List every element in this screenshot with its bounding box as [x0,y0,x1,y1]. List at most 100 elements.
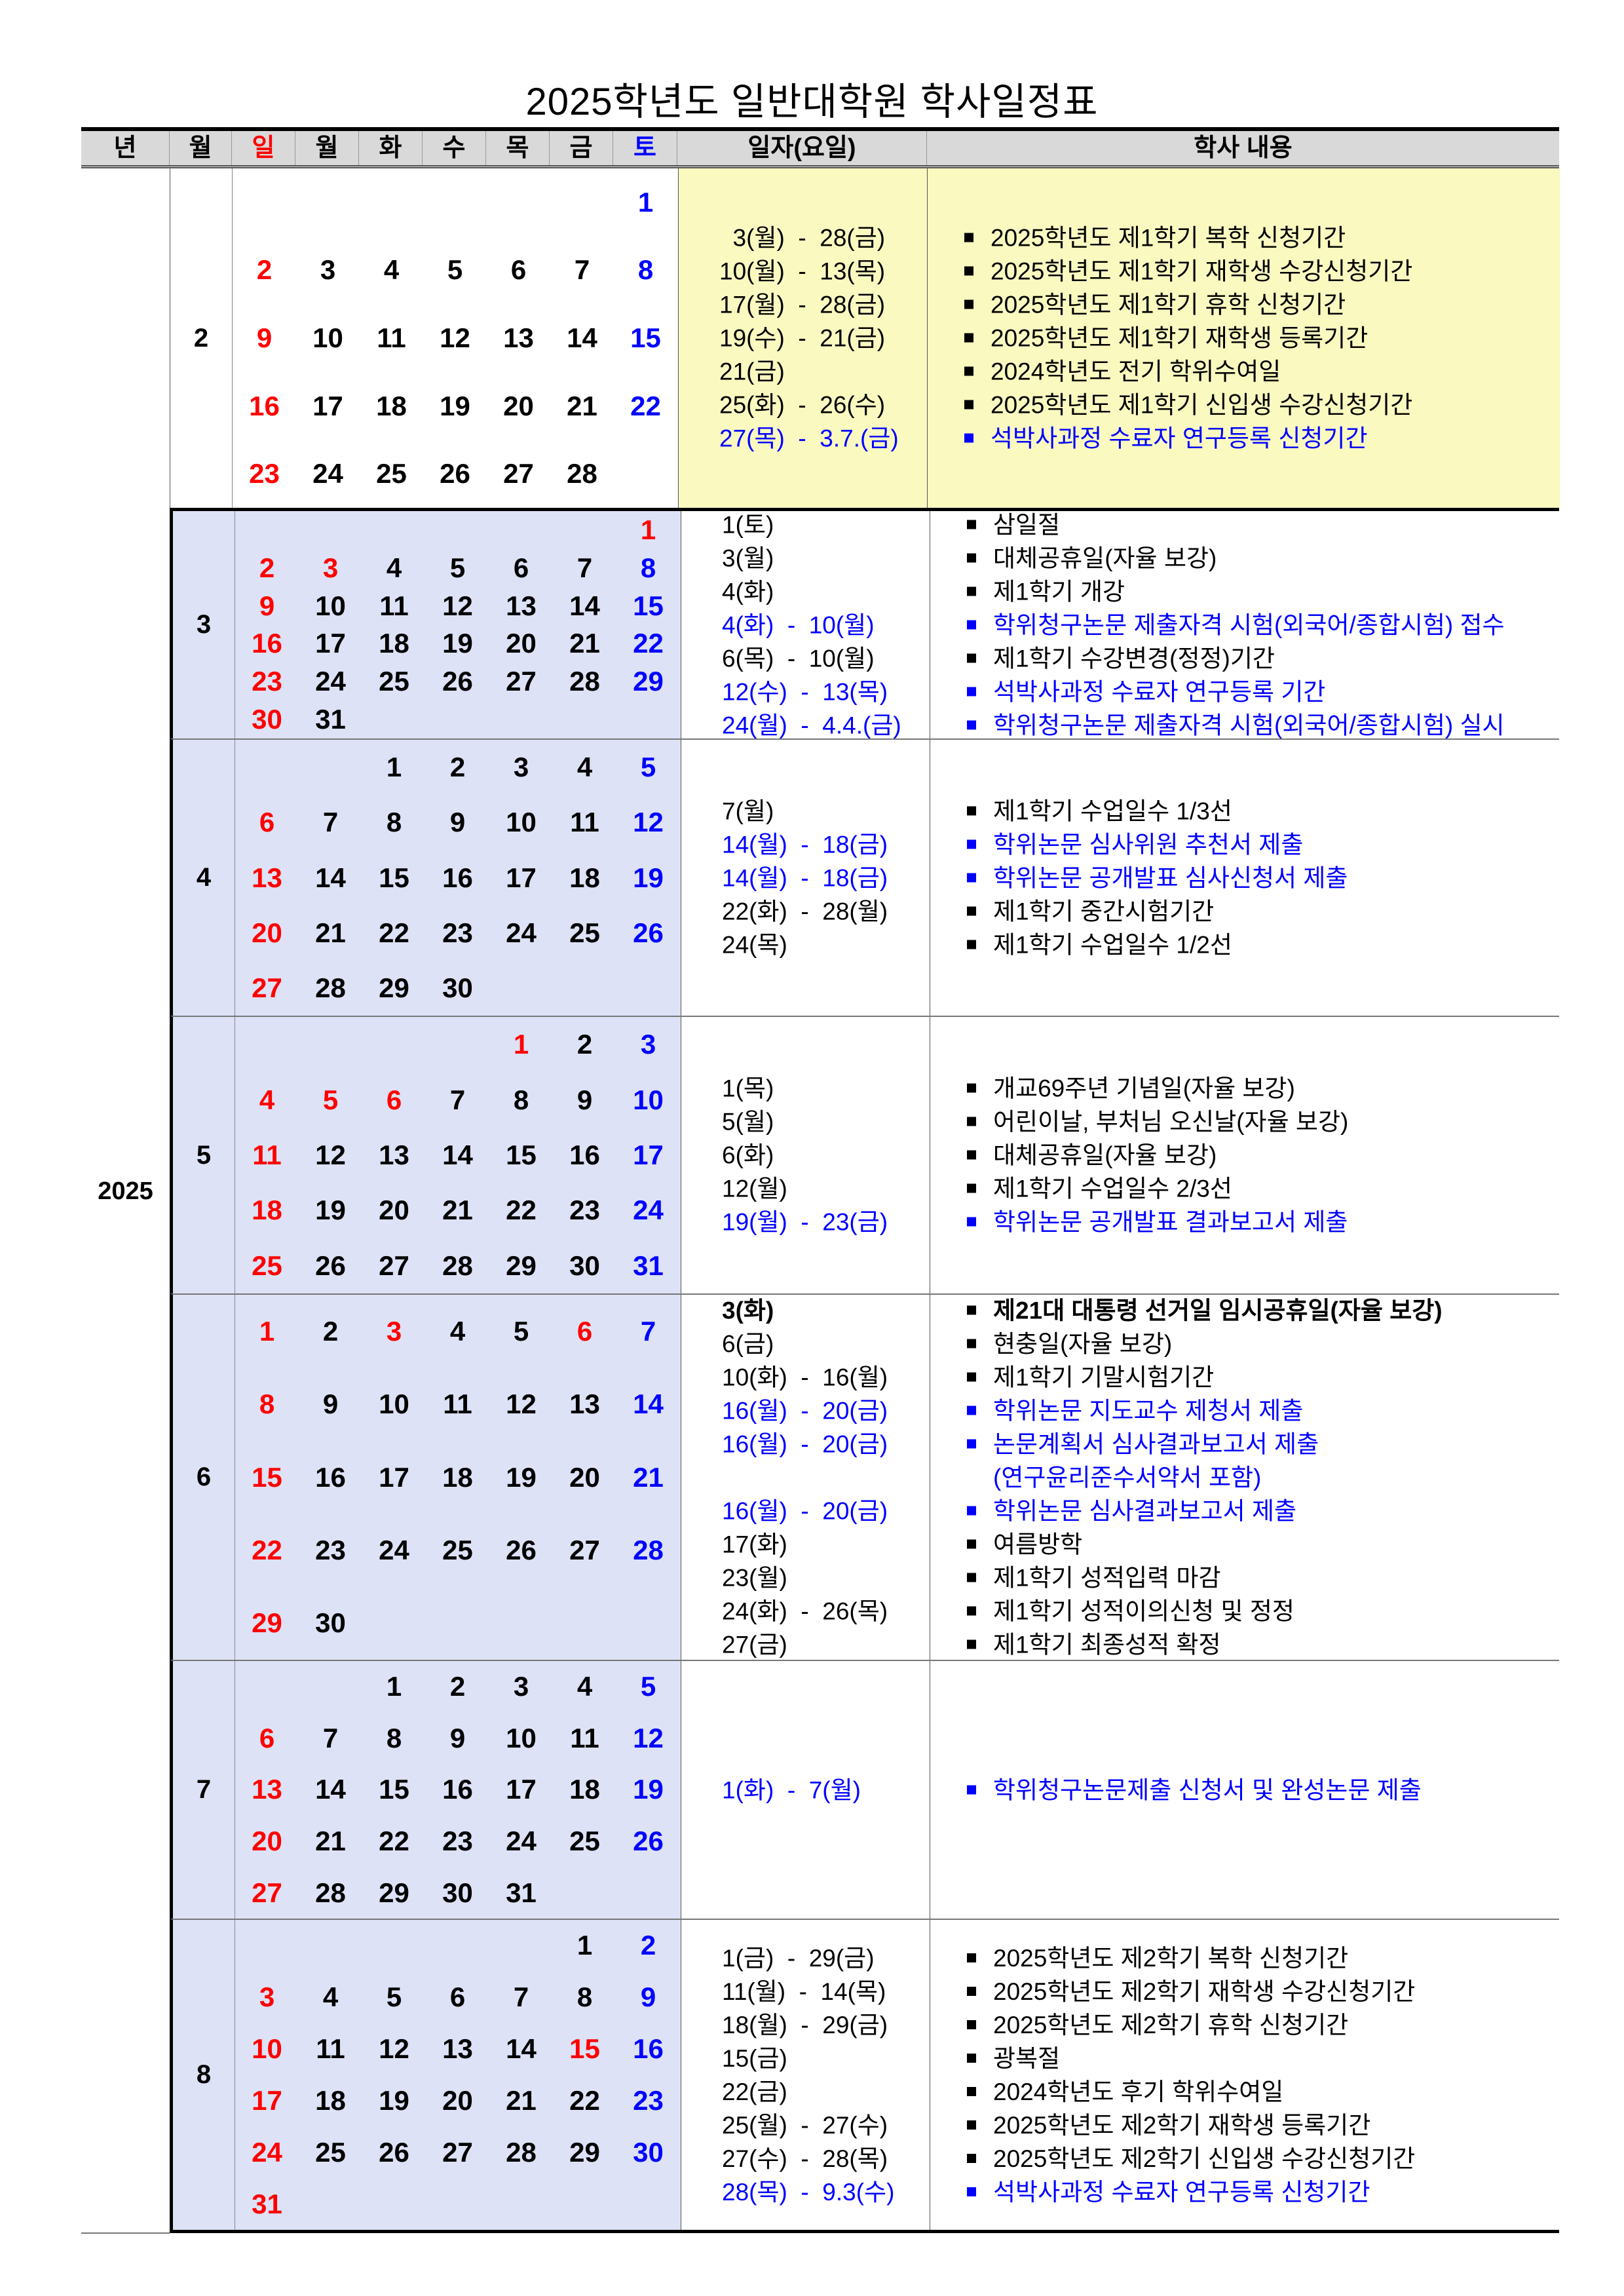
calendar-day: 27 [503,458,534,489]
event-item: 2025학년도 제2학기 휴학 신청기간 [930,2008,1562,2042]
bullet-icon [967,1639,976,1649]
event-item: 2025학년도 제2학기 재학생 수강신청기간 [930,1975,1562,2008]
bullet-icon [967,1372,976,1382]
calendar-day: 20 [379,1195,409,1226]
calendar-day: 1 [576,1930,593,1961]
bullet-icon [967,1539,976,1549]
event-item: 제1학기 성적이의신청 및 정정 [930,1594,1562,1628]
event-date: 3(화) [722,1297,774,1324]
calendar-week: 17 18 19 20 21 22 23 [235,2075,681,2126]
event-text: 학위청구논문 제출자격 시험(외국어/종합시험) 실시 [993,712,1505,738]
header-date: 일자(요일) [677,131,927,165]
calendar-day: 8 [513,1084,529,1115]
calendar-day: 21 [633,1461,664,1493]
event-item: 2024학년도 후기 학위수여일 [930,2075,1562,2109]
calendar-day: 17 [379,1461,409,1493]
event-date: 5(월) [722,1108,774,1136]
event-date [681,1461,930,1494]
bullet-icon [964,299,973,309]
month-calendar: 1 2 3 4 5 6 7 8 9 10 11 12 13 14 15 16 17 18 19 20 21 22 23 24 2… [235,1661,681,1919]
event-date: 10(월) - 13(목) [719,258,886,285]
bullet-icon [967,1183,976,1193]
calendar-day: 14 [315,862,346,893]
calendar-day: 16 [442,862,473,893]
calendar-day: 17 [315,628,346,659]
calendar-day: 20 [506,628,537,659]
calendar-day: 31 [506,1877,537,1908]
event-text: 대체공휴일(자율 보강) [993,545,1217,571]
calendar-day: 22 [569,2084,600,2116]
calendar-week: 2 3 4 5 6 7 8 [233,237,678,305]
event-item: 제1학기 기말시험기간 [930,1360,1562,1394]
event-date: 22(화) - 28(월) [722,898,888,925]
calendar-day: 7 [513,1981,529,2013]
calendar-day: 31 [315,704,346,735]
bullet-icon [964,433,973,443]
bullet-icon [967,1986,976,1996]
calendar-day: 31 [633,1250,664,1281]
event-date: 1(금) - 29(금) [722,1944,875,1972]
calendar-day: 26 [506,1534,537,1565]
event-date: 25(화) - 26(수) [719,391,886,419]
calendar-day: 1 [386,1671,402,1702]
calendar-week: 13 14 15 16 17 18 19 [235,1764,681,1816]
event-text: 제1학기 수업일수 2/3선 [993,1175,1232,1202]
event-item: 2025학년도 제1학기 재학생 등록기간 [928,322,1560,355]
event-item: 제1학기 수강변경(정정)기간 [930,641,1562,675]
calendar-day: 5 [449,552,466,583]
month-calendar: 1 2 3 4 5 6 7 8 9 10 11 12 13 14 15 16 17 18 19 20 21 22 23 24 2… [235,1920,681,2230]
event-date: 14(월) - 18(금) [722,864,888,891]
event-item: 여름방학 [930,1527,1562,1561]
calendar-day: 17 [506,862,537,893]
event-date: 15(금) [722,2044,787,2072]
event-text: 2024학년도 전기 학위수여일 [991,358,1281,385]
calendar-week: 13 14 15 16 17 18 19 [235,850,681,905]
bullet-icon [967,1573,976,1582]
calendar-day: 13 [252,1774,282,1805]
event-item: 제1학기 개강 [930,575,1562,608]
event-item: 논문계획서 심사결과보고서 제출 [930,1427,1562,1461]
bullet-icon [964,333,973,343]
calendar-day: 27 [252,972,282,1003]
bullet-icon [967,1083,976,1093]
event-text: 학위청구논문제출 신청서 및 완성논문 제출 [993,1776,1422,1803]
calendar-week: 9 10 11 12 13 14 15 [235,587,681,625]
bullet-icon [967,2019,976,2029]
calendar-day: 12 [506,1388,537,1420]
calendar-week: 6 7 8 9 10 11 12 [235,795,681,850]
calendar-day: 22 [506,1195,537,1226]
event-contents: 2025학년도 제2학기 복학 신청기간 2025학년도 제2학기 재학생 수강신… [930,1920,1562,2230]
calendar-day: 1 [640,514,656,545]
calendar-day: 4 [383,254,400,286]
calendar-day: 6 [513,552,529,583]
event-text: 2024학년도 후기 학위수여일 [993,2078,1284,2105]
bullet-icon [967,586,976,596]
event-date: 10(화) - 16(월) [722,1364,888,1390]
page-title: 2025학년도 일반대학원 학사일정표 [525,81,1099,123]
calendar-day: 18 [252,1195,282,1226]
calendar-day: 27 [506,666,537,697]
event-date: 21(금) [719,358,785,385]
event-text: 개교69주년 기념일(자율 보강) [993,1075,1295,1102]
calendar-day: 7 [640,1315,656,1347]
event-text: 제1학기 중간시험기간 [993,898,1215,925]
calendar-day: 3 [322,552,339,583]
event-text: 2025학년도 제1학기 휴학 신청기간 [991,291,1346,318]
calendar-day: 15 [379,862,409,893]
calendar-day: 26 [440,458,470,489]
calendar-day: 24 [312,458,343,489]
calendar-day: 15 [569,2033,600,2065]
calendar-day: 17 [252,2084,282,2116]
calendar-day: 26 [633,917,664,948]
bullet-icon [964,366,973,376]
calendar-week: 1 2 3 4 5 [235,1661,681,1713]
calendar-day: 19 [379,2084,409,2116]
calendar-day: 6 [576,1315,593,1347]
bullet-icon [967,2187,976,2196]
calendar-day: 3 [513,752,529,783]
event-item: 대체공휴일(자율 보강) [930,1139,1562,1172]
calendar-day: 27 [569,1534,600,1565]
event-item: 제1학기 수업일수 1/3선 [930,794,1562,828]
calendar-day: 1 [513,1029,529,1060]
